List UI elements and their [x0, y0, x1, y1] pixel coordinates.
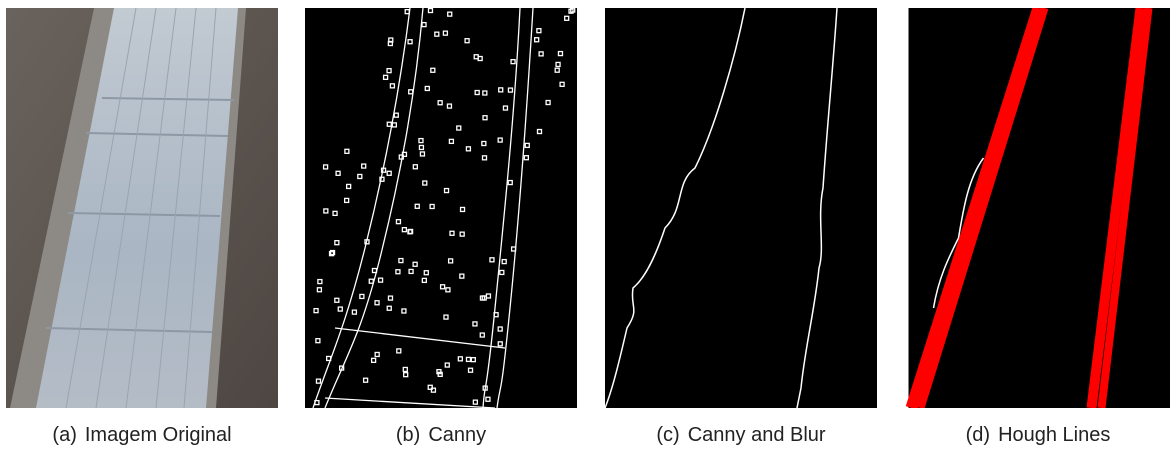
- figure: (a) Imagem Original (b) Canny (c) Canny and…: [0, 0, 1170, 457]
- caption: (a) Imagem Original: [0, 424, 292, 447]
- caption: (c) Canny and Blur: [591, 424, 891, 447]
- canny-blur-image: [605, 8, 877, 408]
- original-image: [6, 8, 278, 408]
- caption-label: (d): [966, 424, 990, 446]
- caption-label: (b): [396, 424, 420, 446]
- caption-text: Imagem Original: [85, 424, 232, 446]
- caption-text: Hough Lines: [998, 424, 1110, 446]
- caption-label: (a): [52, 424, 76, 446]
- caption: (b) Canny: [291, 424, 591, 447]
- caption: (d) Hough Lines: [888, 424, 1170, 447]
- caption-label: (c): [656, 424, 679, 446]
- caption-text: Canny and Blur: [688, 424, 826, 446]
- canny-image: [305, 8, 577, 408]
- hough-image: [905, 8, 1170, 408]
- caption-text: Canny: [428, 424, 486, 446]
